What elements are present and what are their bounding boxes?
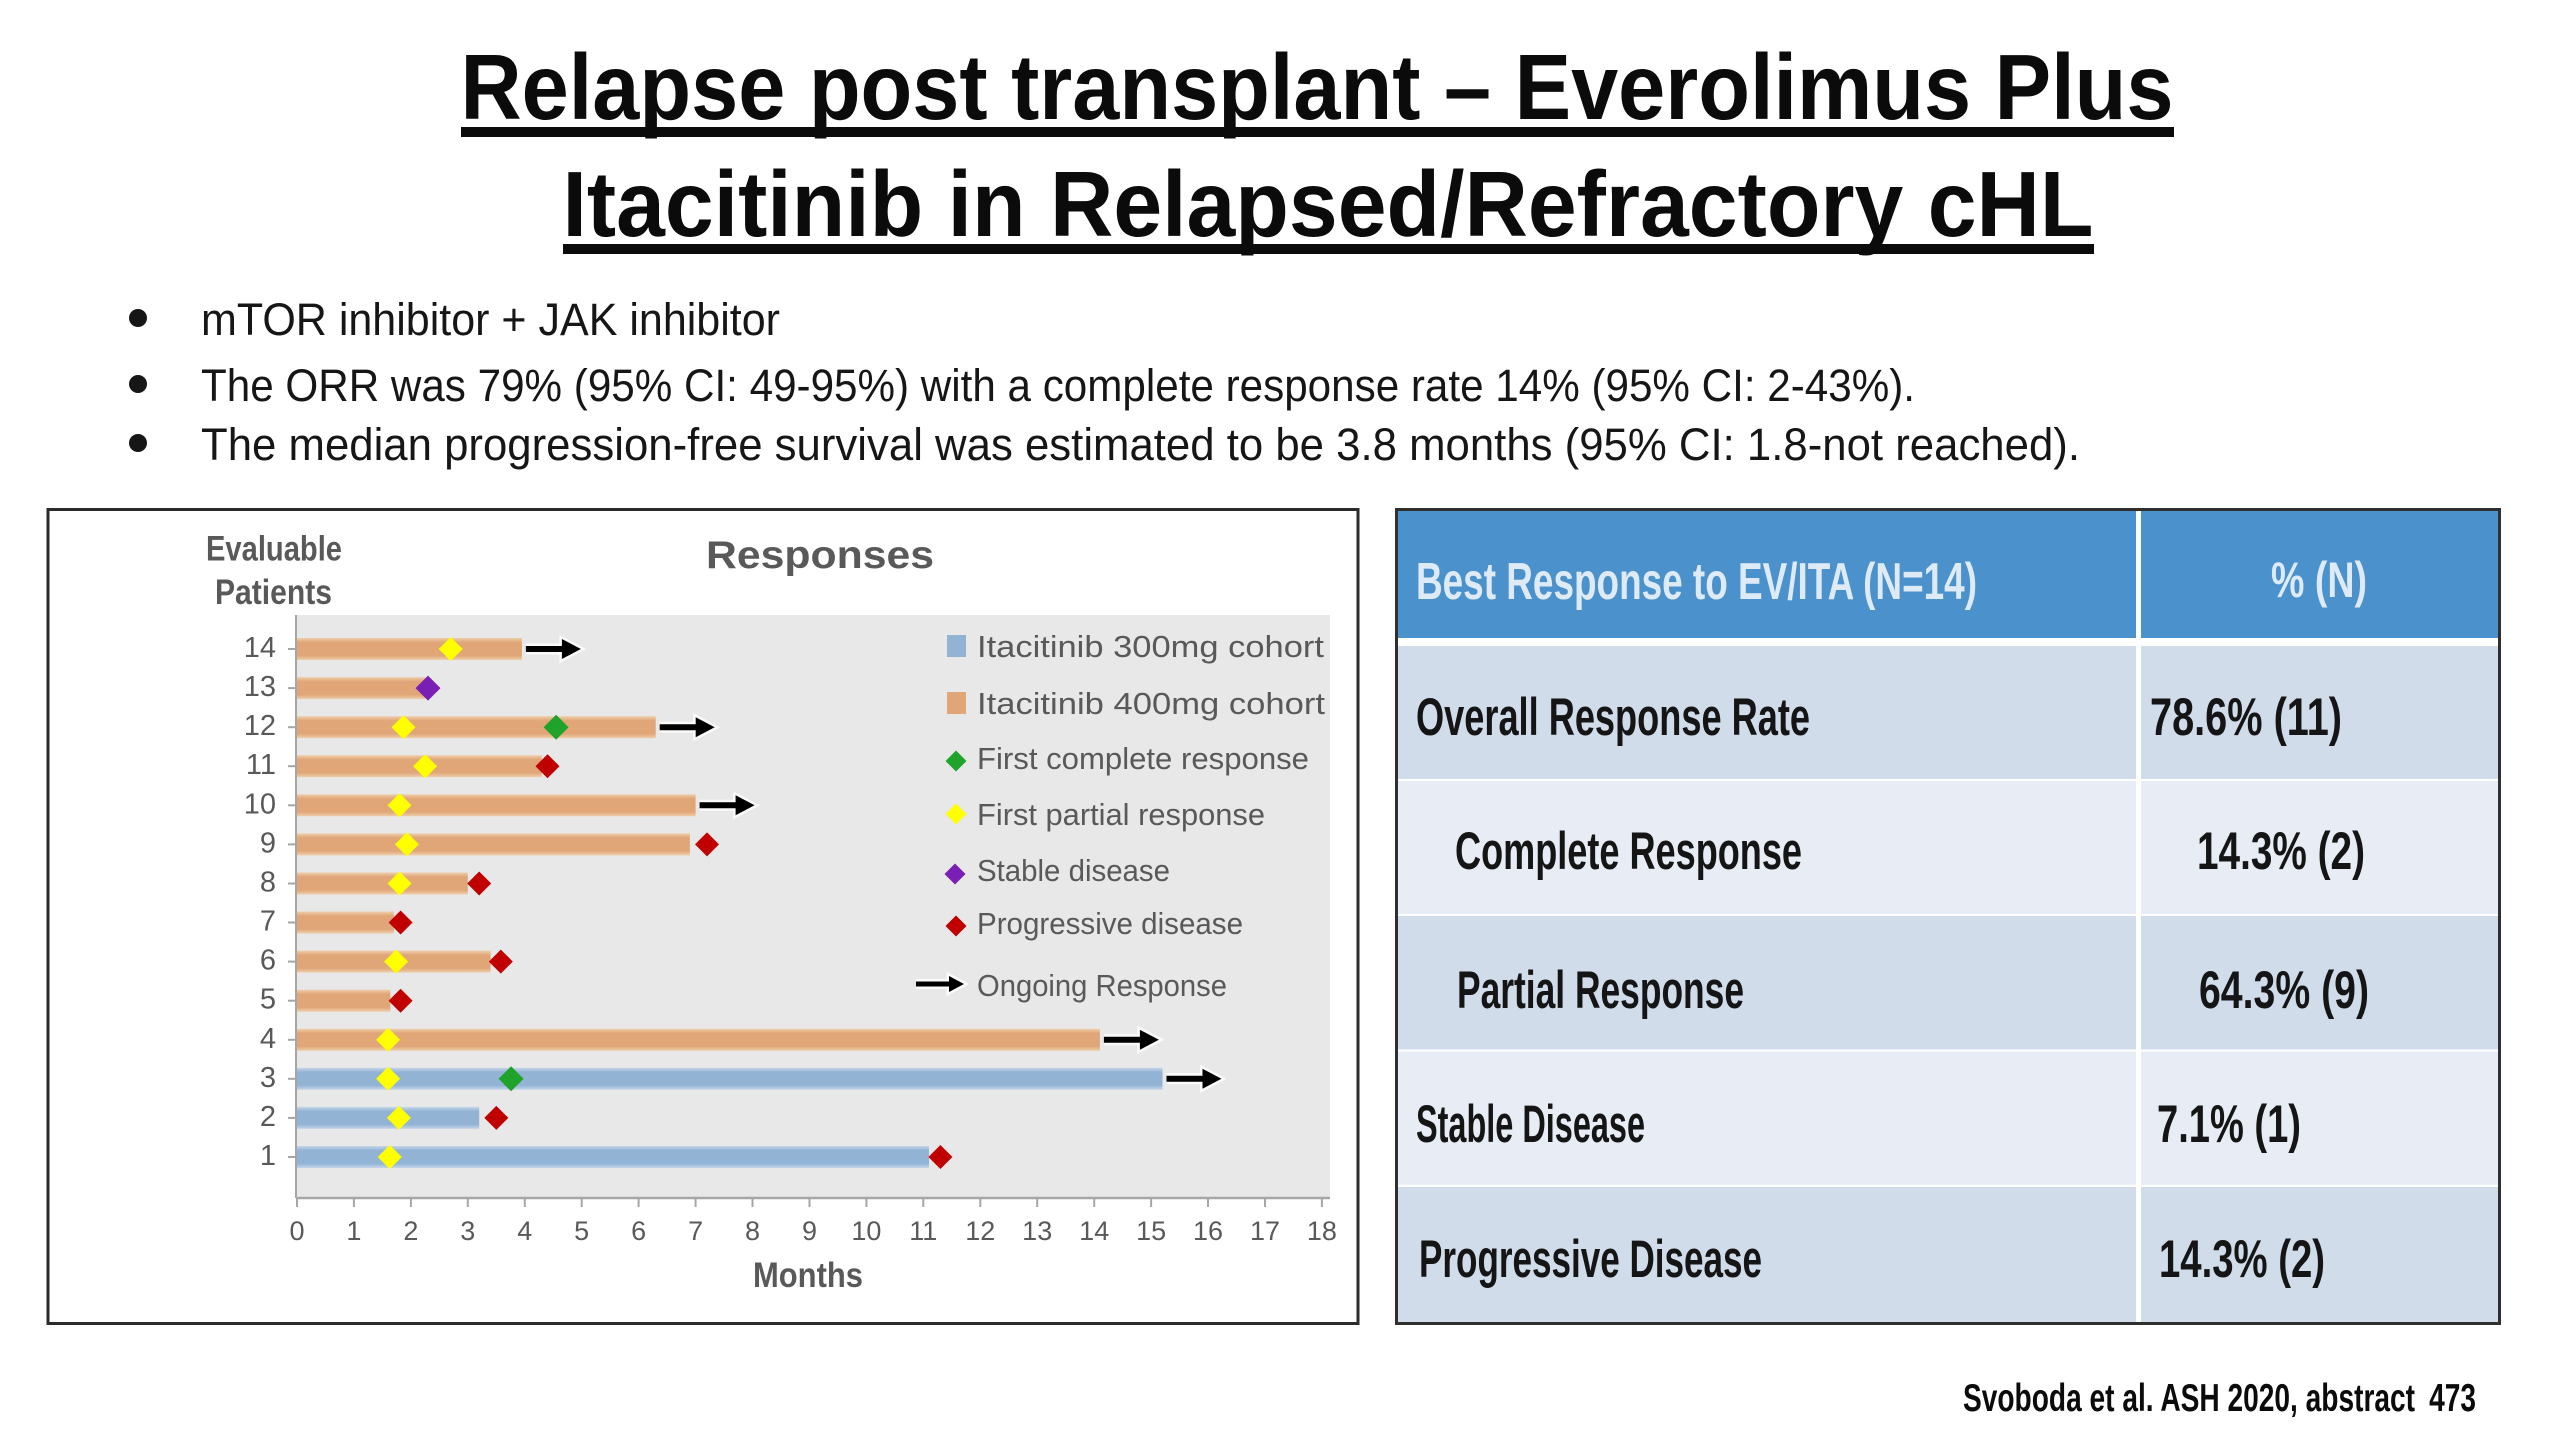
svg-text:Patients: Patients [215,573,332,612]
svg-text:Ongoing Response: Ongoing Response [977,968,1227,1003]
svg-text:13: 13 [244,671,276,703]
svg-text:9: 9 [260,827,276,859]
svg-text:10: 10 [244,788,276,820]
svg-text:Itacitinib 400mg cohort: Itacitinib 400mg cohort [977,686,1325,721]
svg-text:First partial response: First partial response [977,797,1265,832]
svg-text:The ORR was 79% (95% CI: 49-95: The ORR was 79% (95% CI: 49-95%) with a … [201,360,1915,411]
svg-text:12: 12 [965,1216,995,1246]
svg-text:Stable disease: Stable disease [977,853,1170,888]
svg-text:14.3% (2): 14.3% (2) [2197,822,2365,881]
svg-text:3: 3 [260,1062,276,1094]
svg-text:9: 9 [802,1216,817,1246]
svg-text:11: 11 [909,1216,937,1246]
svg-text:6: 6 [631,1216,646,1246]
svg-text:14: 14 [1079,1216,1109,1246]
svg-text:Months: Months [753,1256,863,1295]
svg-text:Responses: Responses [706,534,934,577]
svg-text:Relapse post transplant – Ever: Relapse post transplant – Everolimus Plu… [461,35,2174,139]
svg-text:Progressive Disease: Progressive Disease [1419,1230,1762,1289]
svg-text:64.3% (9): 64.3% (9) [2199,961,2369,1020]
svg-text:18: 18 [1307,1216,1337,1246]
svg-text:14: 14 [244,632,276,664]
svg-text:7: 7 [260,906,276,938]
svg-text:78.6% (11): 78.6% (11) [2150,688,2342,747]
svg-text:Itacitinib in Relapsed/Refract: Itacitinib in Relapsed/Refractory cHL [563,152,2094,256]
svg-text:3: 3 [460,1216,475,1246]
svg-text:4: 4 [517,1216,532,1246]
svg-text:Overall Response Rate: Overall Response Rate [1416,688,1810,747]
svg-text:16: 16 [1193,1216,1223,1246]
svg-text:11: 11 [246,749,276,781]
svg-text:1: 1 [346,1216,361,1246]
svg-text:First complete response: First complete response [977,741,1309,776]
svg-text:17: 17 [1250,1216,1280,1246]
svg-text:5: 5 [260,984,276,1016]
svg-text:7: 7 [688,1216,703,1246]
svg-text:The median progression-free su: The median progression-free survival was… [201,419,2080,470]
svg-text:2: 2 [260,1101,276,1133]
svg-text:Evaluable: Evaluable [206,530,342,569]
svg-text:mTOR inhibitor + JAK inhibitor: mTOR inhibitor + JAK inhibitor [201,294,780,345]
svg-text:15: 15 [1136,1216,1166,1246]
svg-text:12: 12 [244,710,276,742]
svg-text:14.3% (2): 14.3% (2) [2159,1230,2325,1289]
svg-text:6: 6 [260,945,276,977]
svg-text:13: 13 [1022,1216,1052,1246]
svg-text:Best Response to EV/ITA (N=14): Best Response to EV/ITA (N=14) [1416,553,1977,611]
svg-text:5: 5 [574,1216,589,1246]
svg-text:Complete Response: Complete Response [1455,822,1802,881]
svg-text:Svoboda et al. ASH 2020, abstr: Svoboda et al. ASH 2020, abstract 473 [1963,1377,2476,1420]
svg-text:1: 1 [260,1140,276,1172]
svg-text:8: 8 [745,1216,760,1246]
svg-text:% (N): % (N) [2271,552,2367,608]
svg-text:10: 10 [851,1216,881,1246]
svg-text:Progressive disease: Progressive disease [977,906,1243,941]
svg-text:4: 4 [260,1023,276,1055]
svg-text:0: 0 [289,1216,304,1246]
svg-text:2: 2 [403,1216,418,1246]
svg-text:Partial Response: Partial Response [1457,961,1744,1020]
svg-text:7.1% (1): 7.1% (1) [2157,1095,2301,1154]
svg-text:8: 8 [260,867,276,899]
svg-text:Itacitinib 300mg cohort: Itacitinib 300mg cohort [977,629,1324,664]
svg-text:Stable Disease: Stable Disease [1416,1095,1645,1154]
